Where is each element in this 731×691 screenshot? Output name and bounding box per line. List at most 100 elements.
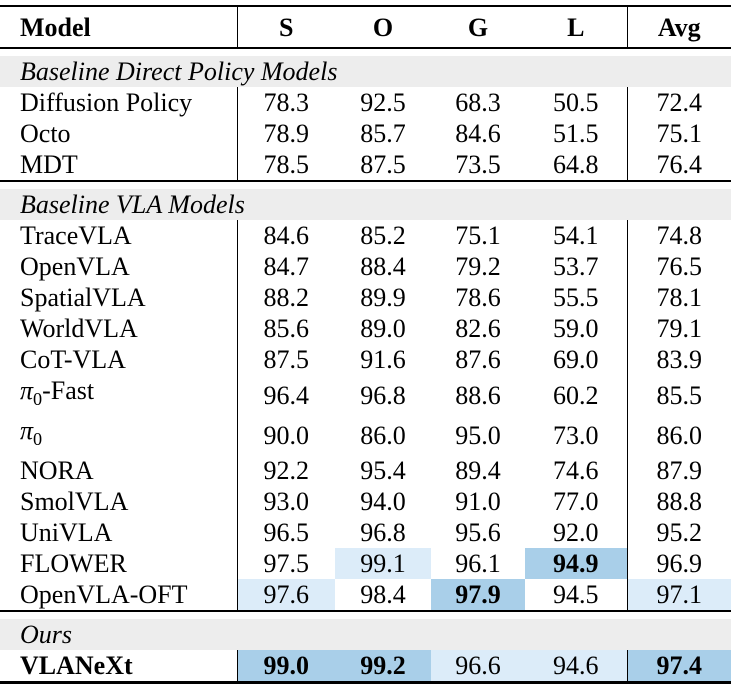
table-row: FLOWER 97.5 99.1 96.1 94.9 96.9 (0, 548, 731, 580)
score-cell-avg: 85.5 (626, 375, 731, 416)
score-cell-avg: 79.1 (626, 313, 731, 344)
paper-table-figure: Model S O G L Avg Baseline Direct Policy… (0, 5, 731, 691)
table-row: VLANeXt 99.0 99.2 96.6 94.6 97.4 (0, 650, 731, 685)
model-name-cell: Diffusion Policy (20, 88, 193, 117)
score-cell-o: 94.0 (360, 487, 406, 517)
table-row: SpatialVLA 88.2 89.9 78.6 55.5 78.1 (0, 282, 731, 313)
score-cell-g: 89.4 (455, 456, 501, 486)
table-row: π0-Fast 96.4 96.8 88.6 60.2 85.5 (0, 375, 731, 416)
model-name-cell: SpatialVLA (20, 283, 146, 312)
score-cell-g: 96.1 (455, 549, 501, 579)
score-cell-s: 96.4 (236, 375, 335, 416)
col-header-s: S (236, 6, 335, 49)
table-row: OpenVLA-OFT 97.6 98.4 97.9 94.5 97.1 (0, 579, 731, 612)
table-row: WorldVLA 85.6 89.0 82.6 59.0 79.1 (0, 313, 731, 344)
score-cell-g: 75.1 (455, 221, 501, 250)
score-cell-o: 86.0 (360, 420, 406, 450)
score-cell-s: 78.5 (236, 149, 335, 181)
score-cell-avg: 87.9 (626, 455, 731, 487)
score-cell-g: 73.5 (455, 150, 501, 179)
section-label: Baseline VLA Models (0, 189, 731, 220)
table-row: OpenVLA 84.7 88.4 79.2 53.7 76.5 (0, 251, 731, 282)
score-cell-o: 95.4 (360, 456, 406, 486)
score-cell-s: 87.5 (236, 344, 335, 375)
section-band-row: Ours (0, 610, 731, 651)
score-cell-s: 78.3 (236, 87, 335, 118)
model-name-cell: NORA (20, 456, 94, 486)
score-cell-avg: 86.0 (626, 415, 731, 456)
section-band-row: Baseline Direct Policy Models (0, 48, 731, 87)
score-cell-s: 92.2 (236, 455, 335, 487)
score-cell-s: 90.0 (236, 415, 335, 456)
score-cell-l: 94.6 (525, 650, 627, 685)
model-name-cell: OpenVLA (20, 252, 130, 281)
results-table: Model S O G L Avg Baseline Direct Policy… (0, 5, 731, 685)
score-cell-avg: 96.9 (626, 548, 731, 580)
score-cell-l: 55.5 (553, 283, 599, 312)
score-cell-l: 59.0 (553, 314, 599, 343)
score-cell-avg: 78.1 (626, 282, 731, 313)
score-cell-g: 95.6 (455, 518, 501, 548)
model-name-cell: OpenVLA-OFT (20, 580, 188, 610)
score-cell-l: 92.0 (553, 518, 599, 548)
model-name-cell: WorldVLA (20, 314, 138, 343)
score-cell-s: 84.7 (236, 251, 335, 282)
score-cell-s: 96.5 (236, 517, 335, 549)
score-cell-l: 94.5 (553, 580, 599, 610)
score-cell-s: 99.0 (236, 650, 335, 685)
table-row: CoT-VLA 87.5 91.6 87.6 69.0 83.9 (0, 344, 731, 375)
score-cell-s: 85.6 (236, 313, 335, 344)
score-cell-s: 78.9 (236, 118, 335, 149)
model-name-cell: TraceVLA (20, 221, 132, 250)
model-name-cell: MDT (20, 150, 78, 179)
table-row: Diffusion Policy 78.3 92.5 68.3 50.5 72.4 (0, 87, 731, 118)
score-cell-avg: 83.9 (626, 344, 731, 375)
table-row: NORA 92.2 95.4 89.4 74.6 87.9 (0, 455, 731, 487)
score-cell-o: 98.4 (360, 580, 406, 610)
score-cell-o: 99.2 (335, 650, 431, 685)
score-cell-l: 54.1 (553, 221, 599, 250)
score-cell-g: 82.6 (455, 314, 501, 343)
score-cell-o: 99.1 (335, 548, 431, 580)
score-cell-g: 87.6 (455, 345, 501, 374)
table-row: UniVLA 96.5 96.8 95.6 92.0 95.2 (0, 517, 731, 549)
score-cell-o: 87.5 (360, 150, 406, 179)
model-name-cell: Octo (20, 119, 71, 148)
score-cell-l: 94.9 (525, 548, 627, 580)
score-cell-g: 91.0 (455, 487, 501, 517)
score-cell-g: 95.0 (455, 420, 501, 450)
score-cell-o: 96.8 (360, 380, 406, 410)
score-cell-o: 85.2 (360, 221, 406, 250)
section-band: Ours (0, 610, 731, 651)
table-row: π0 90.0 86.0 95.0 73.0 86.0 (0, 415, 731, 456)
score-cell-s: 97.6 (236, 579, 335, 612)
score-cell-g: 68.3 (455, 88, 501, 117)
model-name-cell: VLANeXt (0, 650, 237, 685)
score-cell-o: 91.6 (360, 345, 406, 374)
score-cell-avg: 88.8 (626, 486, 731, 518)
score-cell-avg: 72.4 (626, 87, 731, 118)
section-label: Baseline Direct Policy Models (0, 56, 731, 87)
section-band: Baseline Direct Policy Models (0, 48, 731, 87)
score-cell-avg: 97.4 (626, 650, 731, 685)
header-row: Model S O G L Avg (0, 6, 731, 49)
table-row: Octo 78.9 85.7 84.6 51.5 75.1 (0, 118, 731, 149)
score-cell-l: 50.5 (553, 88, 599, 117)
score-cell-o: 85.7 (360, 119, 406, 148)
score-cell-l: 69.0 (553, 345, 599, 374)
score-cell-g: 79.2 (455, 252, 501, 281)
col-header-l: L (525, 6, 627, 49)
score-cell-o: 96.8 (360, 518, 406, 548)
score-cell-g: 78.6 (455, 283, 501, 312)
model-name-cell: FLOWER (20, 549, 127, 579)
score-cell-l: 77.0 (553, 487, 599, 517)
model-name-cell: UniVLA (20, 518, 113, 548)
score-cell-l: 64.8 (553, 150, 599, 179)
section-band-row: Baseline VLA Models (0, 180, 731, 220)
col-header-o: O (335, 6, 431, 49)
table-body: Baseline Direct Policy Models Diffusion P… (0, 48, 731, 685)
score-cell-l: 74.6 (553, 456, 599, 486)
table-row: MDT 78.5 87.5 73.5 64.8 76.4 (0, 149, 731, 181)
score-cell-l: 53.7 (553, 252, 599, 281)
col-header-g: G (431, 6, 525, 49)
